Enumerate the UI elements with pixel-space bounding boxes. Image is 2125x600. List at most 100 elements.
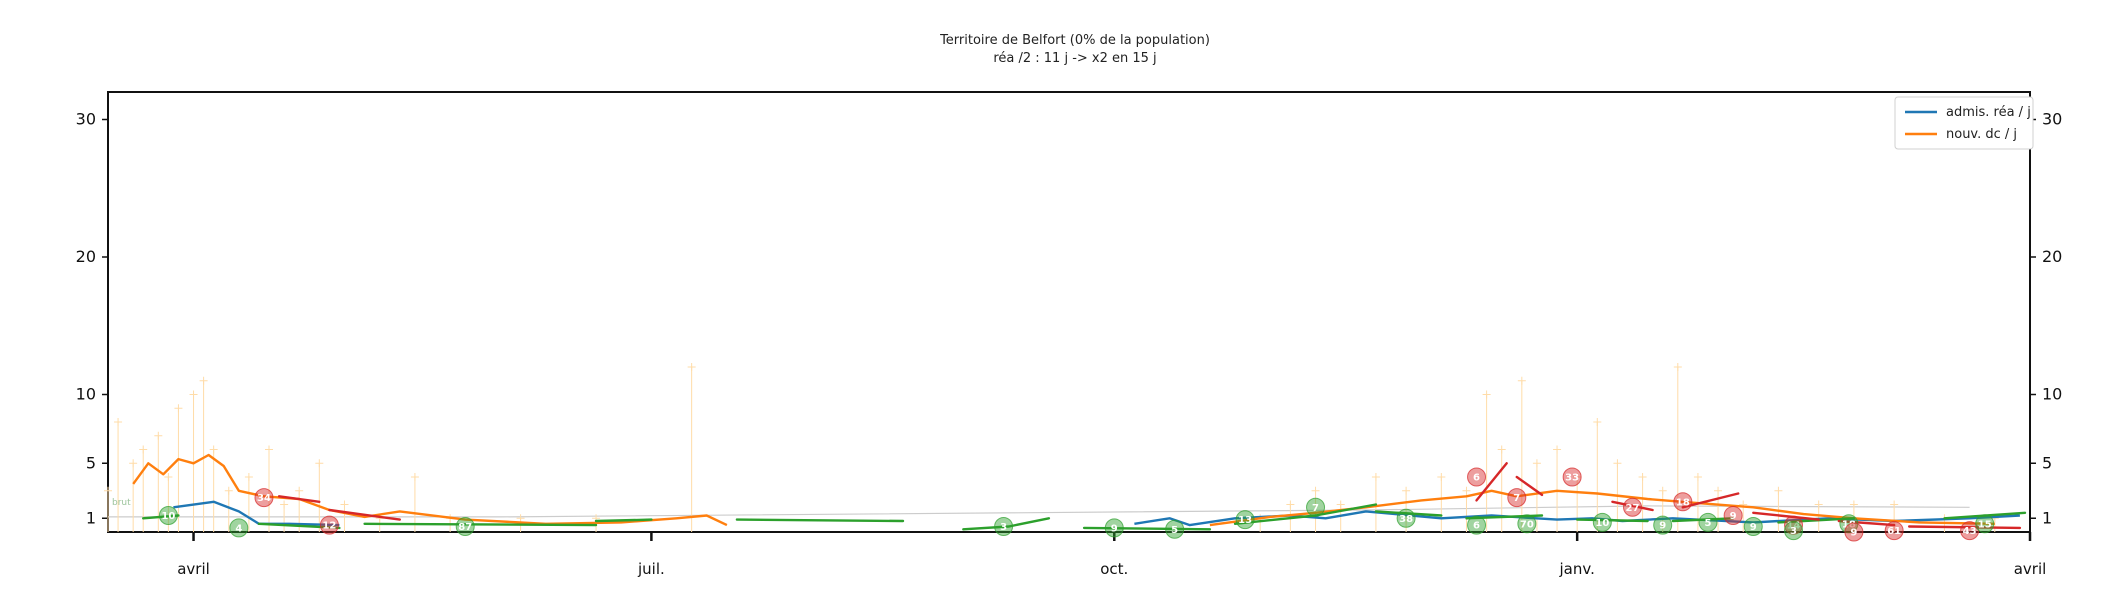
x-tick-label: janv. [1558,560,1594,578]
growth-badge [1235,510,1255,530]
badge-label: 9 [1750,522,1757,533]
raw-point [315,459,324,468]
growth-segment [594,518,653,523]
badge-label: 5 [1171,525,1178,536]
decline-badge [1562,467,1582,487]
decline-badge [1884,521,1904,541]
raw-point [1613,459,1622,468]
decline-badge [319,515,339,535]
reference-line [108,505,1970,518]
badge-label: 9 [1111,523,1118,534]
y-tick-label-right: 1 [2042,508,2052,527]
decline-segment [1837,519,1896,527]
raw-point [174,404,183,413]
growth-segment [1082,526,1212,531]
badge-label: 15 [1978,519,1992,530]
series-line-reanimation [173,500,340,527]
legend-label-deces: nouv. dc / j [1946,127,2017,142]
badge-label: 13 [1238,515,1252,526]
badge-label: 7 [1312,503,1319,514]
y-tick-label-left: 1 [86,508,96,527]
baseline-group [108,505,1970,518]
raw-point [1593,418,1602,426]
growth-badge [1396,508,1416,528]
y-tick-label-left: 20 [76,247,96,266]
raw-point [516,514,525,523]
badge-label: 5 [1705,518,1712,529]
growth-badge [229,518,249,538]
decline-segment [328,508,401,521]
decline-segment [1515,475,1544,497]
growth-segment [142,514,180,520]
raw-point [244,473,253,481]
raw-data-label: brut [112,498,131,508]
decline-segment [1681,492,1740,509]
growth-badge [1653,515,1673,535]
raw-point [1497,445,1506,454]
badge-label: 3 [1790,526,1797,537]
raw-point [687,363,696,371]
growth-badge [158,506,178,525]
raw-point [1638,473,1647,481]
badge-label: 6 [1473,473,1480,484]
raw-point [1336,500,1345,509]
growth-badge [1698,512,1718,532]
growth-badge [1306,497,1326,517]
badge-label: 34 [257,493,271,504]
decline-segment [1908,525,2022,530]
y-tick-label-right: 20 [2042,247,2062,266]
legend: admis. réa / j nouv. dc / j [1894,96,2034,150]
x-tick-label: avril [177,560,210,578]
raw-point [1437,473,1446,481]
badge-label: 61 [1887,526,1901,537]
badge-label: 38 [1399,514,1413,525]
growth-segment [735,518,905,523]
growth-badge [1592,512,1612,532]
growth-segment [363,522,598,527]
chart-subtitle: réa /2 : 11 j -> x2 en 15 j [993,51,1156,66]
raw-point [154,431,163,440]
raw-point [1714,486,1723,495]
badge-label: 9 [1850,528,1857,539]
decline-badge [1623,497,1643,517]
raw-point [410,473,419,481]
badge-label: 14 [1787,521,1801,532]
raw-point [224,486,233,495]
chart-title: Territoire de Belfort (0% de la populati… [939,33,1210,48]
growth-segment [1314,503,1378,517]
raw-point [1462,486,1471,495]
raw-point [129,459,138,468]
badge-label: 7 [1513,493,1520,504]
badge-label: 3 [1000,522,1007,533]
growth-segment [962,517,1051,531]
raw-point [1311,486,1320,495]
decline-segment [1752,511,1820,521]
growth-badge [1743,517,1763,536]
growth-badge [994,517,1014,536]
growth-segment [1671,517,1735,523]
legend-box [1894,96,2034,150]
chart-title-group: Territoire de Belfort (0% de la populati… [939,33,1210,66]
raw-point [139,445,148,454]
raw-point [280,500,289,509]
raw-point [1532,459,1541,468]
growth-badge [1784,521,1804,541]
badge-label: 70 [1520,519,1534,530]
x-tick-label: oct. [1100,560,1128,578]
decline-badge [1844,522,1864,542]
raw-point [104,486,112,495]
plot-frame [107,91,2031,533]
legend-label-reanimation: admis. réa / j [1946,105,2031,120]
growth-badge [1467,515,1487,535]
growth-segment [1374,510,1443,517]
raw-point [1573,473,1582,481]
badge-label: 6 [1473,521,1480,532]
raw-point [114,418,123,426]
raw-point [209,445,218,454]
badge-label: 18 [1676,497,1690,508]
x-tick-label: juil. [637,560,665,578]
raw-point [1890,500,1899,509]
y-tick-label-right: 5 [2042,453,2052,472]
